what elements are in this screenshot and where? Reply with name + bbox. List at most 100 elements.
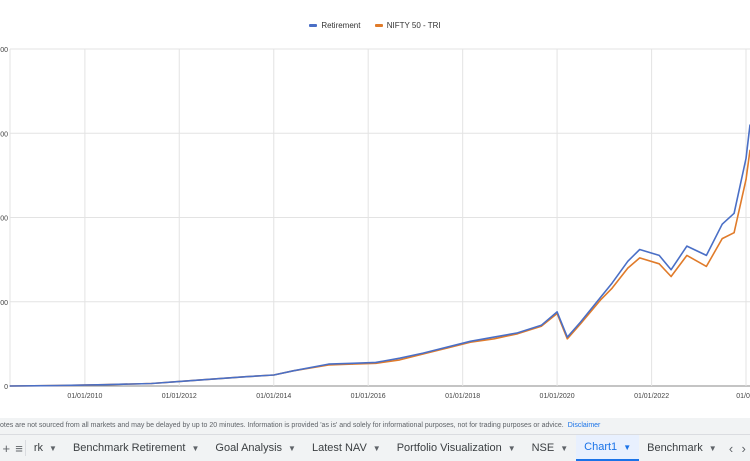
disclaimer-bar: otes are not sourced from all markets an… <box>0 418 750 434</box>
series-point-nifty <box>745 178 747 181</box>
sheet-tab-label: Goal Analysis <box>215 442 283 454</box>
sheet-tab-label: NSE <box>531 442 555 454</box>
x-tick-label: 01/01/ <box>736 393 750 400</box>
series-point-retirement <box>446 346 448 348</box>
sheet-tab-goal-analysis[interactable]: Goal Analysis ▼ <box>207 435 304 461</box>
series-point-retirement <box>493 336 495 338</box>
series-point-retirement <box>375 361 377 364</box>
sheet-tab-rk[interactable]: rk ▼ <box>26 435 65 461</box>
series-point-retirement <box>566 336 568 338</box>
sheet-tab-benchmark[interactable]: Benchmark ▼ <box>639 435 725 461</box>
chart-legend: Retirement NIFTY 50 - TRI <box>0 20 750 30</box>
tab-separator <box>25 440 26 456</box>
chevron-down-icon[interactable]: ▼ <box>49 443 57 453</box>
series-point-retirement <box>556 311 558 313</box>
series-line-nifty <box>9 149 750 387</box>
series-point-retirement <box>599 296 601 299</box>
sheet-tab-bar: + ≡ rk ▼ Benchmark Retirement ▼ Goal Analy… <box>0 434 750 461</box>
all-sheets-menu-icon[interactable]: ≡ <box>15 440 23 456</box>
series-point-nifty <box>399 359 401 361</box>
y-tick-label: 000 <box>0 300 8 307</box>
chevron-down-icon[interactable]: ▼ <box>191 443 200 453</box>
sheet-tab-label: rk <box>33 442 44 454</box>
legend-swatch-nifty <box>374 24 383 27</box>
series-point-retirement <box>580 321 582 323</box>
series-point-retirement <box>705 254 708 257</box>
series-line-retirement <box>9 124 750 387</box>
y-tick-label: 0 <box>4 384 8 391</box>
series-point-retirement <box>658 254 660 257</box>
series-point-retirement <box>721 223 723 225</box>
series-point-retirement <box>639 248 641 251</box>
line-chart: 000000000000001/01/201001/01/201201/01/2… <box>0 47 750 400</box>
sheet-tab-label: Latest NAV <box>311 442 367 454</box>
series-point-nifty <box>639 257 641 259</box>
sheet-tab-label: Chart1 <box>584 441 618 453</box>
series-point-retirement <box>399 357 401 359</box>
x-tick-label: 01/01/2014 <box>256 393 291 400</box>
sheet-tab-latest-nav[interactable]: Latest NAV ▼ <box>304 435 389 461</box>
series-point-retirement <box>245 376 247 378</box>
series-point-nifty <box>670 275 672 278</box>
legend-swatch-retirement <box>309 24 318 27</box>
x-tick-label: 01/01/2012 <box>162 393 197 400</box>
x-tick-label: 01/01/2018 <box>445 393 480 400</box>
series-point-retirement <box>540 324 542 326</box>
chevron-down-icon[interactable]: ▼ <box>507 443 516 453</box>
sheet-tab-chart1[interactable]: Chart1 ▼ <box>576 435 640 461</box>
legend-item-retirement: Retirement <box>309 21 360 30</box>
series-point-retirement <box>103 384 105 386</box>
chart-area: 000000000000001/01/201001/01/201201/01/2… <box>0 20 750 400</box>
disclaimer-link[interactable]: Disclaimer <box>567 422 601 429</box>
y-tick-label: 000 <box>0 216 8 223</box>
chevron-down-icon[interactable]: ▼ <box>288 443 296 453</box>
sheet-tab-portfolio-visualization[interactable]: Portfolio Visualization ▼ <box>389 435 524 461</box>
sheet-tab-label: Benchmark Retirement <box>72 442 186 454</box>
x-tick-label: 01/01/2022 <box>634 393 669 400</box>
series-point-nifty <box>611 287 613 289</box>
series-point-retirement <box>469 340 471 342</box>
disclaimer-text: otes are not sourced from all markets an… <box>0 422 564 429</box>
chevron-down-icon[interactable]: ▼ <box>560 443 569 453</box>
series-point-retirement <box>328 363 330 365</box>
series-point-retirement <box>686 245 688 247</box>
series-point-retirement <box>198 379 200 381</box>
series-point-nifty <box>627 267 629 269</box>
legend-label-retirement: Retirement <box>321 21 361 30</box>
series-point-retirement <box>733 212 735 214</box>
scroll-tabs-left-icon[interactable]: ‹ <box>728 440 734 456</box>
x-tick-label: 01/01/2020 <box>540 393 575 400</box>
chevron-down-icon[interactable]: ▼ <box>372 443 381 453</box>
scroll-tabs-right-icon[interactable]: › <box>741 440 746 456</box>
series-point-retirement <box>9 385 11 387</box>
series-point-nifty <box>686 254 688 257</box>
series-point-nifty <box>705 265 708 267</box>
series-point-nifty <box>566 338 568 340</box>
chevron-down-icon[interactable]: ▼ <box>708 443 717 453</box>
series-point-nifty <box>658 263 660 265</box>
series-point-retirement <box>56 384 58 387</box>
add-sheet-icon[interactable]: + <box>2 440 11 456</box>
sheet-tab-benchmark-retirement[interactable]: Benchmark Retirement ▼ <box>65 435 207 461</box>
series-point-retirement <box>516 332 519 334</box>
series-point-nifty <box>599 299 601 301</box>
series-point-nifty <box>493 338 495 340</box>
series-point-retirement <box>292 370 294 372</box>
chevron-down-icon[interactable]: ▼ <box>623 442 632 452</box>
y-tick-label: 000 <box>0 47 8 54</box>
series-point-nifty <box>721 237 723 240</box>
series-point-retirement <box>422 352 424 354</box>
series-point-retirement <box>627 260 629 262</box>
series-point-retirement <box>611 282 613 284</box>
legend-label-nifty: NIFTY 50 - TRI <box>386 21 441 30</box>
sheet-tab-nse[interactable]: NSE ▼ <box>524 435 577 461</box>
x-tick-label: 01/01/2010 <box>67 393 102 400</box>
series-point-retirement <box>670 269 672 271</box>
sheet-tab-label: Benchmark <box>647 442 703 454</box>
series-point-retirement <box>150 382 153 385</box>
x-tick-label: 01/01/2016 <box>351 393 386 400</box>
series-point-retirement <box>273 374 275 376</box>
sheet-tab-label: Portfolio Visualization <box>396 442 502 454</box>
series-point-retirement <box>745 157 747 160</box>
series-point-retirement <box>351 362 353 364</box>
